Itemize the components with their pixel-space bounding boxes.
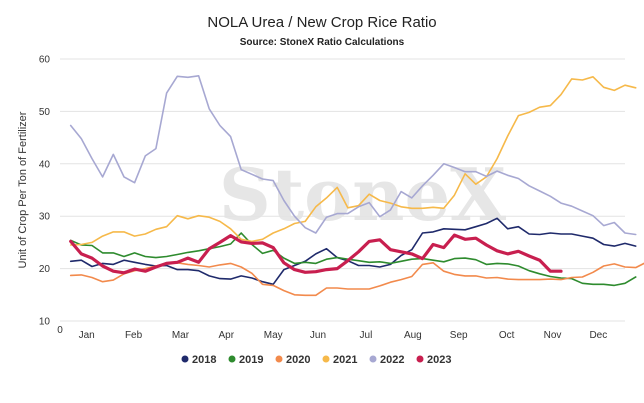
x-tick-label: Dec xyxy=(589,330,607,341)
x-tick-label: Oct xyxy=(499,330,515,341)
series-line-2019 xyxy=(69,232,637,287)
x-tick-label: Nov xyxy=(544,330,562,341)
legend-label-2019: 2019 xyxy=(239,354,263,366)
legend-marker-2022 xyxy=(369,355,377,363)
legend-marker-2019 xyxy=(228,355,236,363)
legend-marker-2018 xyxy=(181,355,189,363)
legend-label-2022: 2022 xyxy=(380,354,404,366)
series-line-2023 xyxy=(69,233,563,275)
y-tick-label: 10 xyxy=(39,317,51,328)
legend-marker-2021 xyxy=(322,355,330,363)
x-tick-label: Mar xyxy=(172,330,190,341)
legend-marker-2023 xyxy=(416,355,424,363)
y-tick-label: 40 xyxy=(39,159,51,170)
x-tick-label: Aug xyxy=(404,330,422,341)
y-tick-label: 20 xyxy=(39,264,51,275)
chart-subtitle: Source: StoneX Ratio Calculations xyxy=(239,37,405,48)
x-tick-label: Jul xyxy=(360,330,373,341)
y-tick-label: 60 xyxy=(39,55,51,66)
x-tick-label: Feb xyxy=(125,330,143,341)
x-tick-label: 0 xyxy=(57,325,63,336)
legend-label-2021: 2021 xyxy=(333,354,357,366)
x-tick-label: May xyxy=(264,330,283,341)
watermark-text: StoneX xyxy=(219,152,506,237)
series-line-2021 xyxy=(69,76,637,246)
y-tick-label: 30 xyxy=(39,212,51,223)
chart-title: NOLA Urea / New Crop Rice Ratio xyxy=(207,14,437,31)
legend-label-2023: 2023 xyxy=(427,354,451,366)
x-tick-label: Jun xyxy=(310,330,326,341)
x-tick-label: Jan xyxy=(79,330,95,341)
y-tick-label: 50 xyxy=(39,107,51,118)
legend-marker-2020 xyxy=(275,355,283,363)
legend-label-2020: 2020 xyxy=(286,354,310,366)
series-line-2022 xyxy=(69,75,637,236)
legend-label-2018: 2018 xyxy=(192,354,216,366)
y-axis-label: Unit of Crop Per Ton of Fertilizer xyxy=(17,111,29,268)
x-tick-label: Apr xyxy=(219,330,235,341)
x-tick-label: Sep xyxy=(450,330,468,341)
